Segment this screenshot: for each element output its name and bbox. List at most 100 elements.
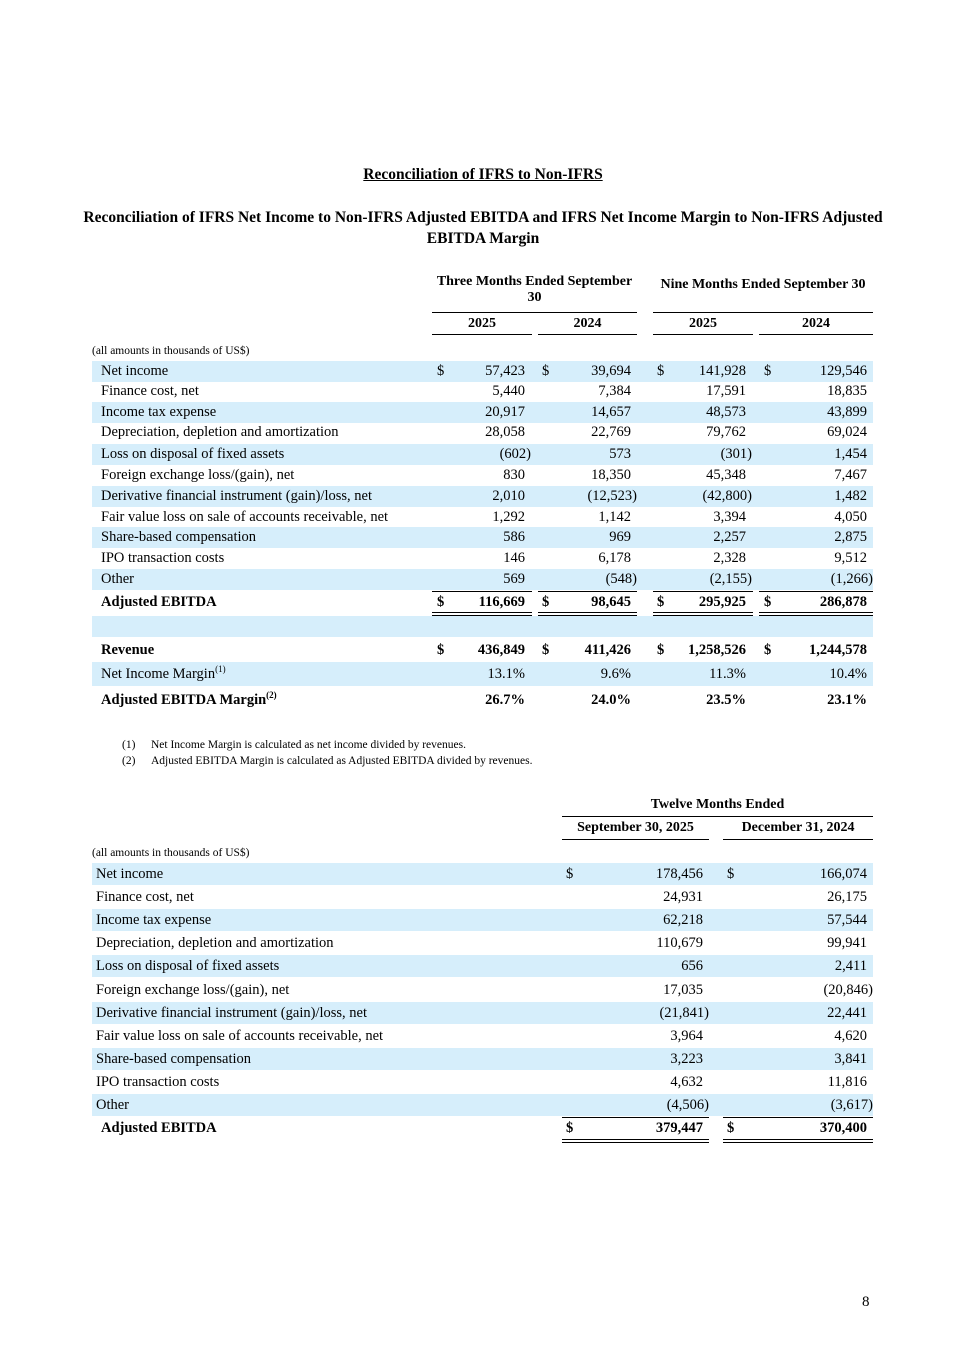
table-row: Income tax expense 62,218 57,544	[92, 909, 873, 932]
page-number: 8	[862, 1294, 870, 1310]
total-double-rule	[723, 1139, 873, 1143]
year-header: 2025	[689, 316, 717, 331]
currency-symbol: $	[437, 363, 445, 379]
table-row: Net Income Margin(1) 13.1% 9.6% 11.3% 10.4%	[92, 662, 873, 686]
table-row: Foreign exchange loss/(gain), net 17,035 (…	[92, 979, 873, 1001]
currency-symbol: $	[542, 363, 550, 379]
table-row: Derivative financial instrument (gain)/l…	[92, 1001, 873, 1024]
row-label: Other	[101, 569, 134, 590]
value-cell: 2,411	[834, 958, 867, 975]
value-cell: 4,620	[834, 1027, 867, 1044]
value-cell: 4,632	[670, 1073, 703, 1090]
currency-symbol: $	[657, 363, 665, 379]
row-label: Income tax expense	[101, 402, 216, 423]
spacer-row	[92, 616, 873, 637]
row-label: Share-based compensation	[101, 527, 256, 548]
value-cell: 20,917	[485, 404, 525, 420]
row-label-text: Share-based compensation	[101, 529, 257, 545]
value-cell: 3,964	[670, 1027, 703, 1044]
subtotal-rule	[723, 1117, 873, 1118]
table-row: Foreign exchange loss/(gain), net 830 18,3…	[92, 465, 873, 485]
value-cell: 43,899	[827, 404, 867, 420]
row-label: Fair value loss on sale of accounts rece…	[101, 507, 388, 527]
year-rule	[653, 334, 753, 335]
value-cell: 116,669	[478, 594, 525, 610]
value-cell: (20,846)	[823, 981, 873, 998]
row-label: Net income	[96, 866, 164, 882]
table-row: Fair value loss on sale of accounts rece…	[92, 1025, 873, 1047]
row-label: Fair value loss on sale of accounts rece…	[96, 1027, 384, 1044]
value-cell: (602)	[499, 446, 531, 462]
table-row: Loss on disposal of fixed assets 656 2,411	[92, 955, 873, 978]
currency-symbol: $	[566, 1120, 574, 1137]
value-cell: 2,010	[492, 488, 525, 504]
period-rule	[562, 839, 709, 840]
value-cell: 57,423	[485, 363, 525, 379]
value-cell: (3,617)	[830, 1097, 873, 1113]
table-row: Loss on disposal of fixed assets (602) 573…	[92, 444, 873, 465]
value-cell: 586	[503, 529, 525, 545]
period-header: December 31, 2024	[741, 820, 855, 835]
year-rule	[432, 334, 532, 335]
row-label-text: Income tax expense	[101, 404, 217, 420]
table-row: Adjusted EBITDA $379,447 $370,400	[92, 1117, 873, 1139]
table-row: Depreciation, depletion and amortization…	[92, 932, 873, 954]
period-header: September 30, 2025	[577, 820, 694, 835]
value-cell: 62,218	[663, 912, 703, 929]
value-cell: (4,506)	[666, 1097, 709, 1113]
value-cell: 411,426	[584, 642, 631, 658]
total-double-rule	[653, 612, 753, 616]
row-label: Derivative financial instrument (gain)/l…	[101, 486, 372, 507]
value-cell: 99,941	[827, 935, 867, 952]
total-double-rule	[562, 1139, 709, 1143]
currency-symbol: $	[727, 1120, 735, 1137]
value-cell: 57,544	[827, 912, 867, 929]
row-label: Derivative financial instrument (gain)/l…	[96, 1004, 367, 1021]
table-row: Depreciation, depletion and amortization…	[92, 422, 873, 442]
header-rule	[653, 312, 873, 313]
row-label-text: Adjusted EBITDA Margin	[101, 692, 267, 708]
value-cell: 26,175	[827, 889, 867, 906]
row-label: Net Income Margin(1)	[101, 662, 226, 686]
row-label-text: Net income	[101, 363, 169, 379]
value-cell: 17,591	[706, 383, 746, 399]
table-row: Finance cost, net 5,440 7,384 17,591 18,835	[92, 381, 873, 401]
row-label: Loss on disposal of fixed assets	[96, 958, 280, 975]
table-row: Finance cost, net 24,931 26,175	[92, 886, 873, 908]
value-cell: 2,875	[834, 529, 867, 545]
year-rule	[759, 334, 873, 335]
period-rule	[723, 839, 873, 840]
value-cell: 830	[503, 467, 525, 483]
row-label: Depreciation, depletion and amortization	[101, 422, 339, 442]
value-cell: 17,035	[663, 981, 703, 998]
value-cell: 9,512	[834, 550, 867, 566]
value-cell: 370,400	[819, 1120, 867, 1137]
page-subtitle: Reconciliation of IFRS Net Income to Non…	[83, 209, 883, 247]
value-cell: 24.0%	[591, 692, 631, 708]
value-cell: 23.1%	[827, 692, 867, 708]
table-row: Other (4,506) (3,617)	[92, 1094, 873, 1116]
value-cell: 4,050	[834, 509, 867, 525]
currency-symbol: $	[727, 866, 735, 882]
currency-symbol: $	[542, 594, 550, 610]
value-cell: 18,835	[827, 383, 867, 399]
footnote-text: Net Income Margin is calculated as net i…	[151, 739, 466, 751]
subtotal-rule	[653, 591, 753, 592]
value-cell: 98,645	[591, 594, 631, 610]
nine-months-header: Nine Months Ended September 30	[660, 277, 866, 292]
row-label-text: Finance cost, net	[101, 383, 199, 399]
table-row: Revenue $436,849 $411,426 $1,258,526 $1,244,…	[92, 639, 873, 661]
table-row: Derivative financial instrument (gain)/l…	[92, 486, 873, 507]
value-cell: 141,928	[698, 363, 746, 379]
value-cell: 3,841	[834, 1050, 867, 1067]
three-months-header: Three Months Ended September 30	[436, 274, 633, 305]
value-cell: 436,849	[477, 642, 525, 658]
total-double-rule	[759, 612, 873, 616]
footnote-marker: (1)	[215, 664, 226, 675]
value-cell: 3,223	[670, 1050, 703, 1067]
row-label: IPO transaction costs	[101, 548, 224, 568]
total-double-rule	[432, 612, 532, 616]
value-cell: 18,350	[591, 467, 631, 483]
table-row: Income tax expense 20,917 14,657 48,573 43,8…	[92, 402, 873, 423]
footnote-text: Adjusted EBITDA Margin is calculated as …	[151, 755, 533, 767]
